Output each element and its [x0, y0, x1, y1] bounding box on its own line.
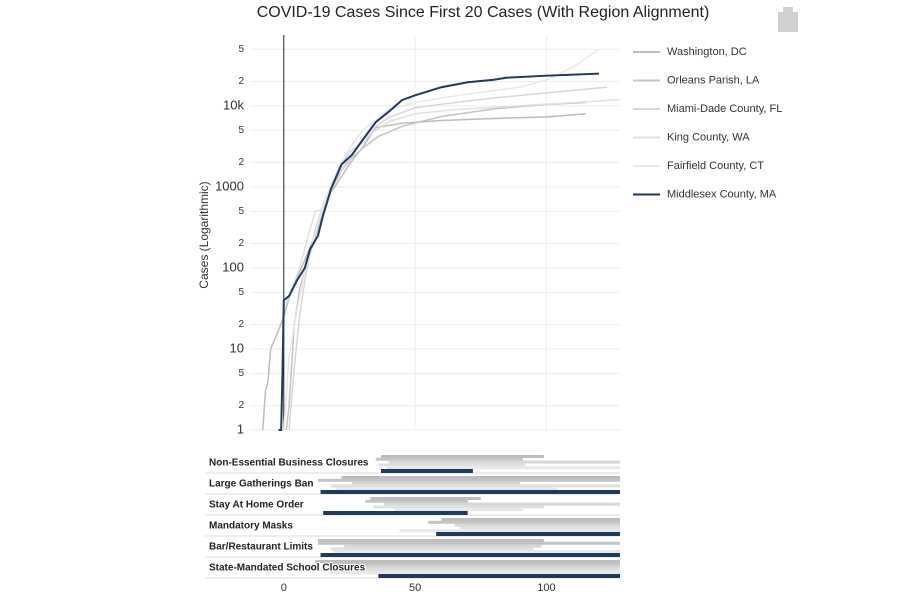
policy-label: State-Mandated School Closures	[209, 563, 366, 574]
series-line	[280, 98, 621, 431]
policy-bar	[386, 466, 620, 470]
policy-bar	[394, 508, 523, 512]
policy-bar	[370, 497, 481, 500]
series-line	[285, 101, 586, 431]
policy-label: Large Gatherings Ban	[209, 479, 313, 490]
legend-label: Orleans Parish, LA	[667, 74, 760, 86]
policy-bar	[320, 568, 620, 572]
policy-bar	[320, 490, 620, 494]
policy-bar	[436, 532, 620, 536]
policy-bar	[317, 541, 620, 545]
y-tick-label: 10k	[223, 97, 244, 112]
policy-bar	[441, 518, 620, 521]
y-tick-label: 5	[238, 368, 244, 379]
policy-bar	[383, 502, 620, 506]
policy-bar	[365, 499, 468, 503]
legend-label: King County, WA	[667, 131, 750, 143]
policy-bar	[315, 560, 620, 563]
icon[interactable]	[778, 7, 798, 32]
policy-bar	[373, 505, 544, 509]
legend-label: Miami-Dade County, FL	[667, 103, 782, 115]
policy-bar	[323, 511, 468, 515]
policy-bar	[428, 520, 620, 524]
policy-bar	[341, 476, 620, 479]
policy-bar	[336, 487, 557, 491]
policy-bar	[388, 460, 620, 464]
policy-bar	[344, 544, 542, 548]
x-tick-label: 100	[537, 582, 555, 594]
policy-bar	[352, 481, 521, 485]
policy-bar	[320, 553, 620, 557]
y-tick-label: 1000	[215, 178, 244, 193]
y-tick-label: 10	[230, 340, 244, 355]
policy-bar	[378, 463, 526, 467]
y-tick-label: 1	[237, 421, 244, 436]
policy-bar	[378, 574, 620, 578]
policy-label: Non-Essential Business Closures	[209, 458, 369, 469]
y-tick-label: 5	[238, 44, 244, 55]
icon-roof[interactable]	[783, 7, 793, 13]
y-tick-label: 2	[238, 76, 244, 87]
legend-label: Fairfield County, CT	[667, 160, 764, 172]
policy-bar	[380, 455, 544, 458]
policy-bar	[459, 526, 620, 530]
icon-building[interactable]	[778, 12, 798, 32]
y-tick-label: 5	[238, 206, 244, 217]
y-tick-label: 2	[238, 400, 244, 411]
policy-label: Mandatory Masks	[209, 521, 293, 532]
series-line	[278, 72, 600, 431]
series-line	[262, 113, 586, 431]
policy-bar	[454, 523, 620, 527]
x-tick-label: 50	[409, 582, 421, 594]
legend-label: Washington, DC	[667, 46, 747, 58]
chart-title: COVID-19 Cases Since First 20 Cases (Wit…	[257, 4, 710, 21]
y-tick-label: 5	[238, 125, 244, 136]
policy-bar	[317, 539, 544, 542]
series-line	[283, 48, 600, 431]
policy-bar	[331, 547, 534, 551]
policy-bar	[325, 562, 620, 566]
policy-bar	[380, 469, 473, 473]
policy-label: Bar/Restaurant Limits	[209, 542, 313, 553]
y-tick-label: 2	[238, 319, 244, 330]
series-line	[288, 86, 607, 431]
policy-label: Stay At Home Order	[209, 500, 304, 511]
policy-bar	[375, 457, 523, 461]
x-tick-label: 0	[281, 582, 287, 594]
y-tick-label: 2	[238, 157, 244, 168]
y-tick-label: 5	[238, 287, 244, 298]
policy-bar	[331, 484, 620, 488]
policy-bar	[399, 529, 620, 533]
policy-bar	[317, 478, 620, 482]
policy-bar	[328, 571, 620, 575]
legend-label: Middlesex County, MA	[667, 188, 777, 200]
y-axis-title: Cases (Logarithmic)	[197, 181, 211, 288]
policy-bar	[333, 550, 620, 554]
y-tick-label: 2	[238, 238, 244, 249]
policy-bar	[354, 565, 620, 569]
y-tick-label: 100	[222, 259, 244, 274]
